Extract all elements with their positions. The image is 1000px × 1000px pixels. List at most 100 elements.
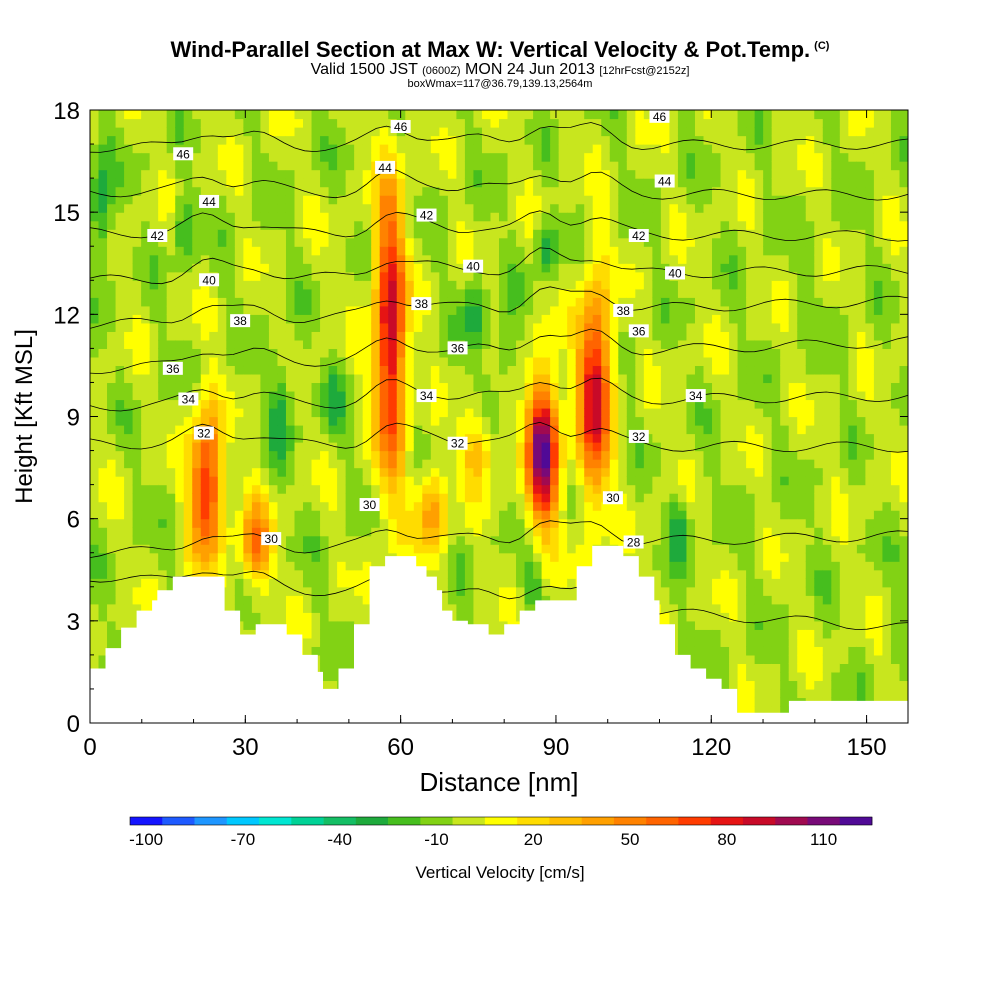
velocity-cell (371, 297, 381, 307)
velocity-cell (371, 535, 381, 545)
velocity-cell (200, 416, 210, 426)
velocity-cell (541, 407, 551, 418)
velocity-cell (175, 535, 185, 545)
velocity-cell (439, 263, 449, 273)
velocity-cell (592, 322, 602, 332)
velocity-cell (294, 467, 304, 477)
velocity-cell (175, 161, 185, 171)
velocity-cell (268, 152, 279, 162)
velocity-cell (371, 322, 381, 332)
velocity-cell (90, 459, 100, 469)
velocity-cell (609, 144, 619, 154)
velocity-cell (660, 467, 671, 477)
velocity-cell (209, 476, 219, 486)
velocity-cell (260, 161, 270, 171)
velocity-cell (584, 544, 594, 554)
velocity-cell (626, 544, 636, 554)
chart-subtitle-box: boxWmax=117@36.79,139.13,2564m (407, 78, 593, 90)
velocity-cell (268, 382, 279, 392)
velocity-cell (243, 629, 253, 639)
velocity-cell (439, 220, 449, 230)
velocity-cell (524, 169, 534, 179)
velocity-cell (345, 118, 355, 128)
velocity-cell (379, 118, 389, 128)
velocity-cell (124, 195, 134, 205)
velocity-cell (209, 305, 219, 315)
velocity-cell (158, 382, 168, 392)
velocity-cell (558, 254, 568, 264)
velocity-cell (183, 178, 193, 188)
velocity-cell (200, 110, 210, 120)
velocity-cell (115, 612, 125, 622)
velocity-cell (567, 493, 577, 503)
velocity-cell (141, 331, 151, 341)
velocity-cell (311, 450, 321, 460)
velocity-cell (575, 237, 585, 247)
velocity-cell (660, 288, 671, 298)
velocity-cell (124, 390, 134, 401)
velocity-cell (635, 484, 645, 494)
velocity-cell (456, 305, 466, 315)
velocity-cell (481, 220, 492, 230)
velocity-cell (464, 484, 475, 494)
velocity-cell (141, 399, 151, 409)
velocity-cell (601, 501, 611, 511)
velocity-cell (439, 288, 449, 298)
velocity-cell (98, 612, 108, 622)
velocity-cell (277, 612, 287, 622)
velocity-cell (371, 246, 381, 256)
velocity-cell (413, 373, 423, 384)
velocity-cell (499, 237, 509, 247)
velocity-cell (516, 365, 526, 375)
velocity-cell (643, 365, 653, 375)
velocity-cell (158, 484, 168, 494)
velocity-cell (413, 152, 423, 162)
velocity-cell (124, 493, 134, 503)
velocity-cell (345, 637, 355, 647)
velocity-cell (464, 339, 475, 349)
velocity-cell (524, 135, 534, 145)
velocity-cell (209, 339, 219, 349)
velocity-cell (592, 501, 602, 511)
velocity-cell (567, 373, 577, 384)
velocity-cell (328, 510, 338, 520)
velocity-cell (243, 450, 253, 460)
velocity-cell (439, 561, 449, 571)
velocity-cell (166, 195, 176, 205)
velocity-cell (234, 246, 244, 256)
velocity-cell (499, 339, 509, 349)
velocity-cell (456, 501, 466, 511)
velocity-cell (405, 271, 415, 281)
velocity-cell (575, 254, 585, 264)
velocity-cell (499, 127, 509, 137)
velocity-cell (192, 195, 202, 205)
velocity-cell (567, 195, 577, 205)
velocity-cell (158, 135, 168, 145)
velocity-cell (192, 407, 202, 418)
velocity-cell (268, 305, 279, 315)
velocity-cell (141, 203, 151, 213)
velocity-cell (337, 203, 347, 213)
velocity-cell (524, 271, 534, 281)
velocity-cell (268, 586, 279, 596)
velocity-cell (413, 484, 423, 494)
velocity-cell (115, 331, 125, 341)
velocity-cell (405, 433, 415, 443)
velocity-cell (345, 195, 355, 205)
velocity-cell (481, 161, 492, 171)
velocity-cell (149, 399, 159, 409)
velocity-cell (243, 186, 253, 196)
velocity-cell (507, 297, 517, 307)
velocity-cell (567, 467, 577, 477)
velocity-cell (166, 271, 176, 281)
velocity-cell (643, 297, 653, 307)
velocity-cell (541, 280, 551, 290)
velocity-cell (107, 629, 117, 639)
velocity-cell (209, 484, 219, 494)
velocity-cell (166, 407, 176, 418)
velocity-cell (456, 127, 466, 137)
velocity-cell (90, 586, 100, 596)
velocity-cell (396, 110, 406, 120)
velocity-cell (635, 365, 645, 375)
velocity-cell (371, 254, 381, 264)
